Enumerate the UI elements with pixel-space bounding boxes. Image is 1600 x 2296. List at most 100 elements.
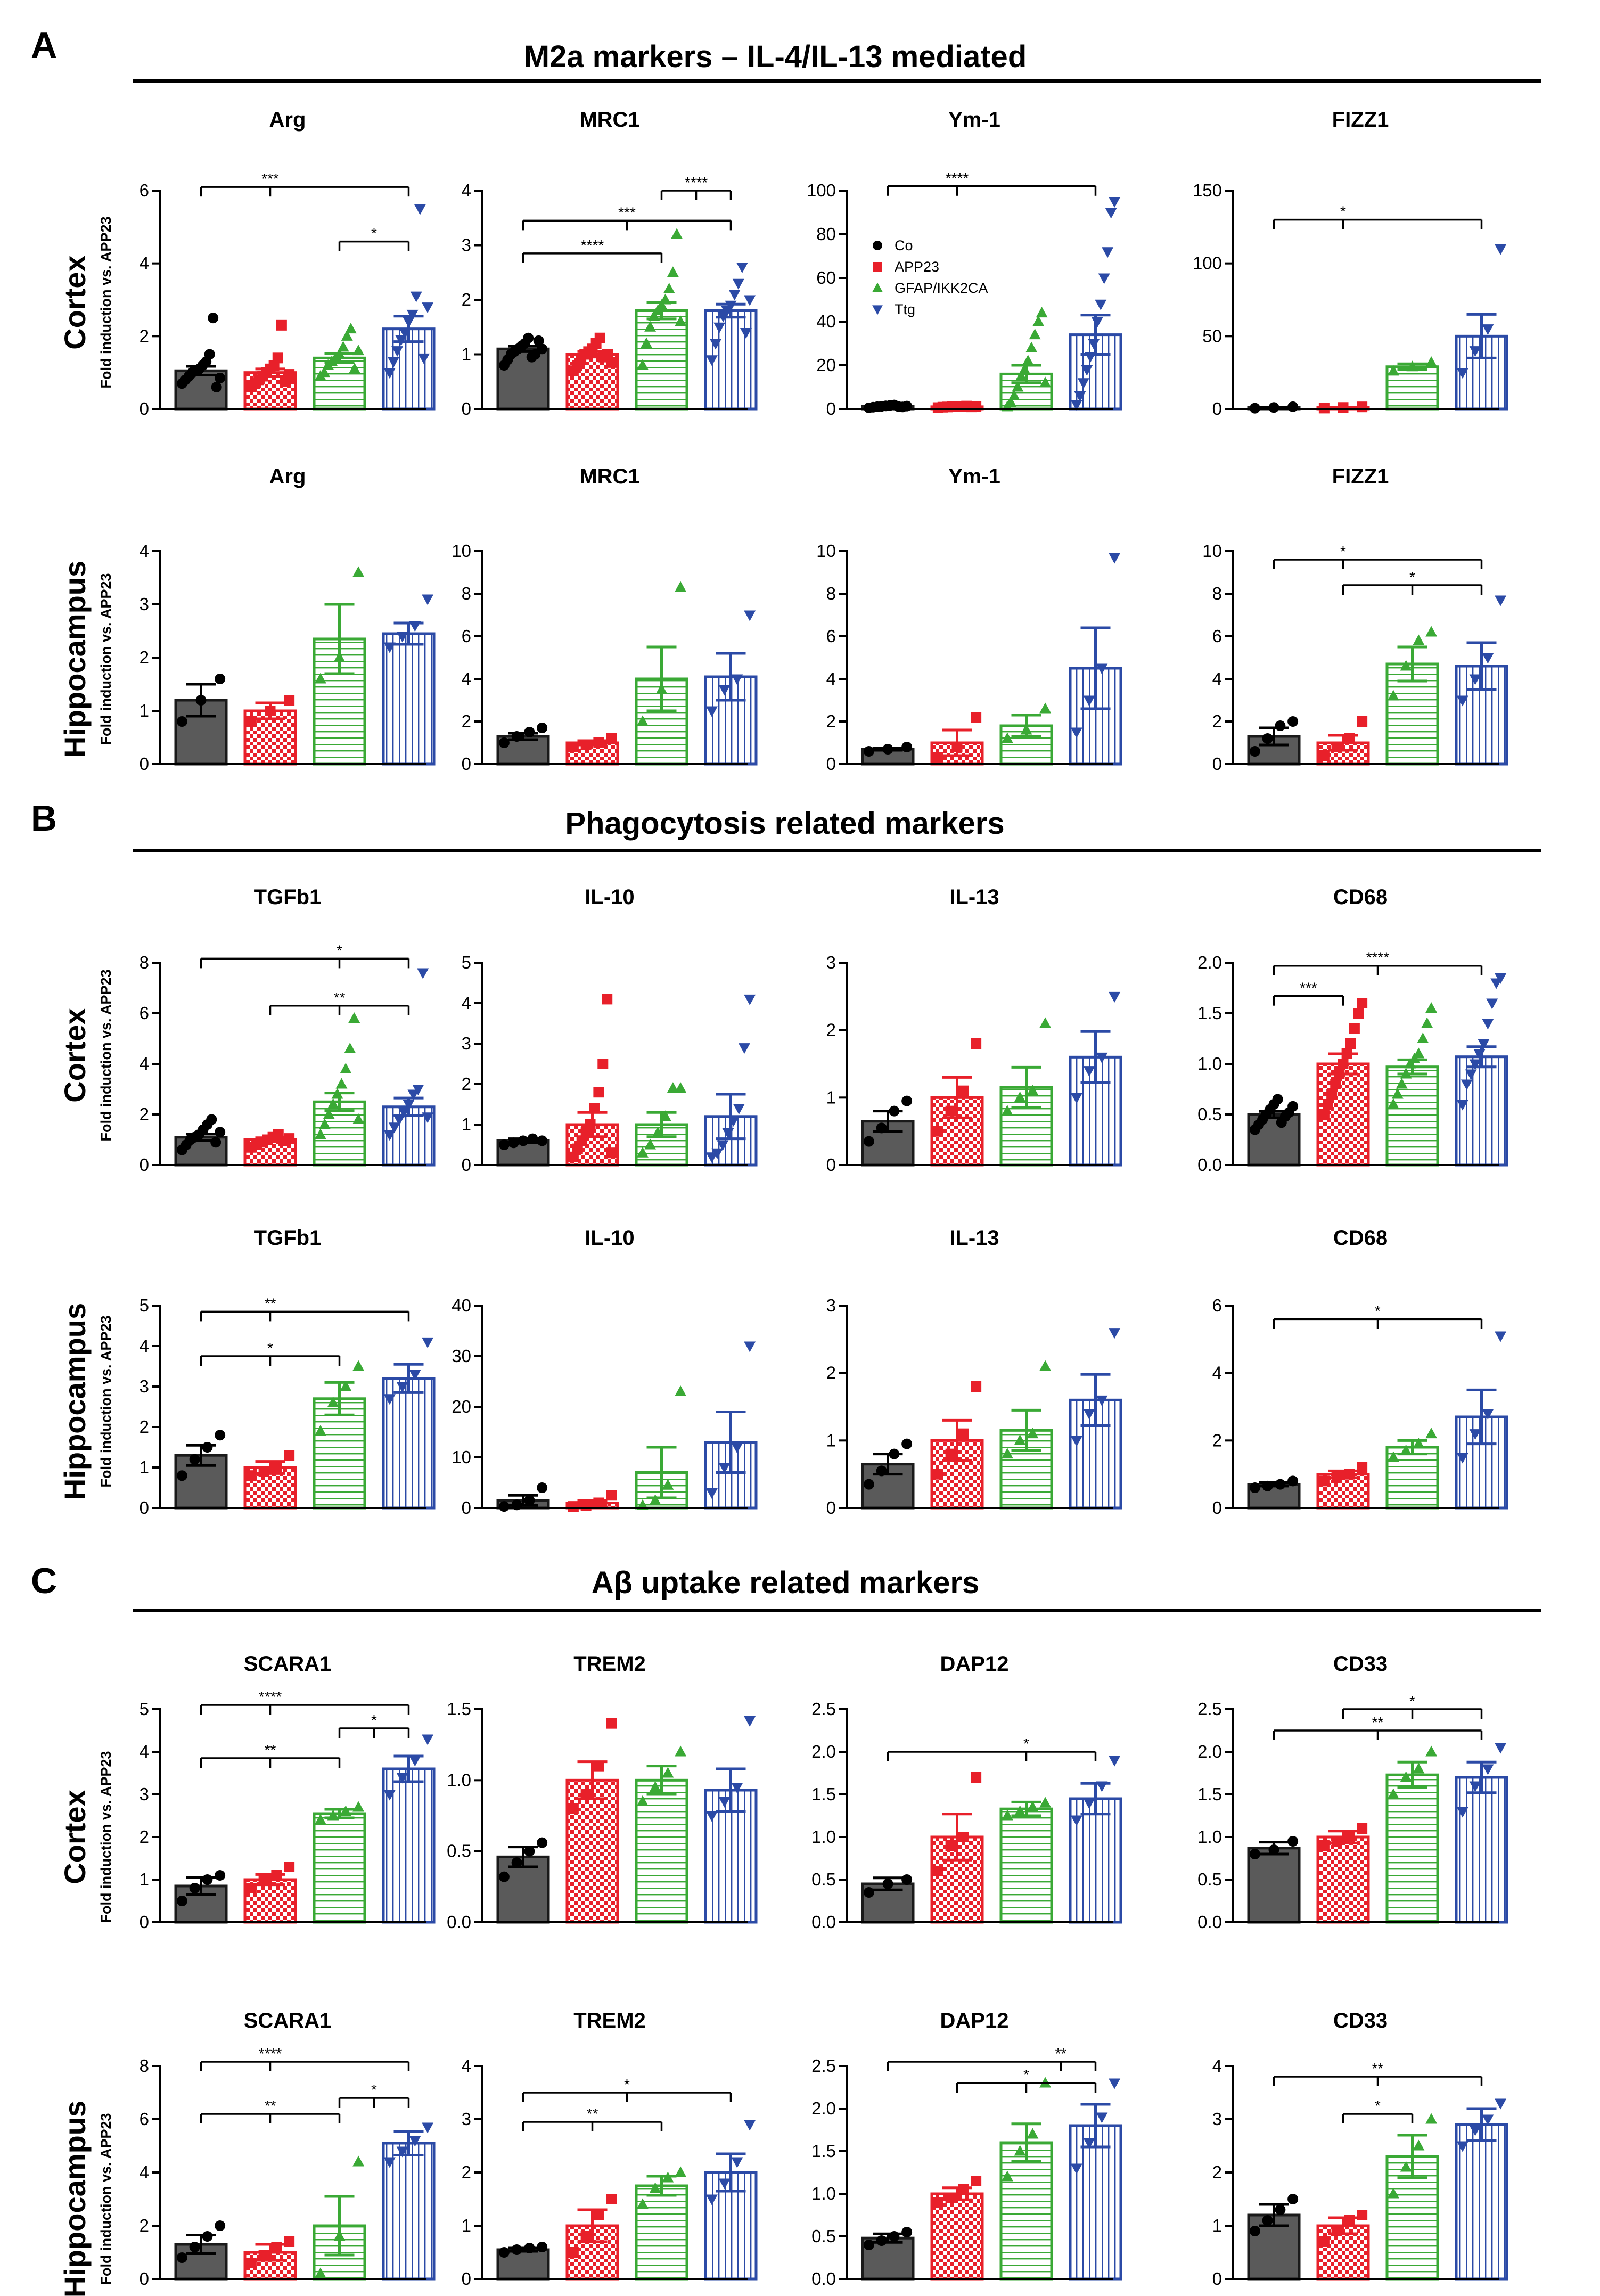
panel-21-bar-gfap-ikk2ca (635, 2184, 688, 2281)
panel-14-ytick-label-0: 0 (826, 1498, 836, 1518)
panel-11-point-0-6 (1272, 1094, 1283, 1105)
panel-13-ytick-label-0: 0 (462, 1498, 471, 1518)
panel-17-point-0-2 (524, 1846, 535, 1857)
panel-12-point-0-2 (202, 1442, 213, 1453)
panel-10-point-1-2 (958, 1085, 969, 1096)
panel-7-fizz1-hippocampus: FIZZ1 0 2 4 6 8 10 * * (1202, 465, 1508, 774)
panel-23-point-0-1 (1262, 2215, 1273, 2226)
panel-1-point-2-2 (644, 321, 657, 332)
panel-13-point-1-0 (568, 1501, 579, 1512)
panel-6-point-1-0 (932, 752, 943, 763)
panel-21-sig-label-0: * (624, 2076, 630, 2093)
panel-23-bar-ttg (1455, 2123, 1508, 2281)
panel-19-point-3-3 (1495, 1743, 1507, 1754)
panel-11-point-1-0 (1318, 1109, 1330, 1120)
panel-0-ytick-label-1: 2 (140, 326, 149, 346)
panel-4-ytick-label-4: 4 (140, 541, 149, 561)
panel-7-title: FIZZ1 (1332, 465, 1389, 488)
panel-5-point-0-3 (537, 723, 548, 733)
panel-10-point-1-0 (932, 1126, 943, 1137)
panel-14-point-0-0 (863, 1479, 874, 1490)
panel-1-point-2-9 (671, 228, 683, 239)
legend-symbol-3 (872, 305, 883, 315)
panel-0-point-3-8 (414, 204, 426, 215)
legend-label-1: APP23 (895, 259, 939, 275)
panel-21-point-3-2 (731, 2157, 743, 2168)
panel-20-point-3-0 (383, 2157, 396, 2168)
panel-7-sig-label-1: * (1409, 569, 1415, 585)
section-a-label: A (31, 25, 57, 65)
panel-3-point-3-3 (1495, 244, 1507, 255)
panel-21-title: TREM2 (573, 2009, 646, 2032)
panel-17-point-1-1 (580, 1789, 592, 1800)
panel-7-point-0-2 (1275, 720, 1286, 731)
panel-13-il-10-hippocampus: IL-10 0 10 20 30 40 (452, 1226, 758, 1518)
panel-2-point-2-10 (1036, 307, 1048, 318)
panel-11-point-3-5 (1478, 1039, 1490, 1050)
panel-2-point-3-8 (1098, 273, 1110, 284)
panel-17-trem2-cortex: TREM2 0.0 0.5 1.0 1.5 (447, 1652, 758, 1932)
panel-21-ytick-label-1: 1 (462, 2216, 471, 2235)
panel-19-ytick-label-0: 0.0 (1197, 1912, 1222, 1932)
panel-8-point-3-7 (417, 968, 429, 979)
panel-23-title: CD33 (1333, 2009, 1388, 2032)
panel-2-point-1-8 (971, 401, 982, 412)
panel-5-title: MRC1 (579, 465, 639, 488)
panel-22-sig-label-0: ** (1055, 2045, 1067, 2062)
panel-12-ytick-label-2: 2 (140, 1417, 149, 1437)
panel-2-point-3-7 (1095, 299, 1107, 310)
panel-1-point-3-9 (740, 328, 752, 339)
panel-16-point-2-3 (352, 1801, 365, 1812)
panel-15-ytick-label-0: 0 (1212, 1498, 1222, 1518)
panel-14-title: IL-13 (949, 1226, 999, 1250)
row-label-c-cortex: Cortex (58, 1790, 92, 1884)
panel-0-point-2-1 (318, 366, 330, 378)
panel-16-ytick-label-4: 4 (140, 1742, 149, 1761)
ylabel-b-cortex: Fold induction vs. APP23 (98, 969, 114, 1141)
panel-4-point-1-2 (284, 695, 295, 706)
panel-12-ytick-label-0: 0 (140, 1498, 149, 1518)
panel-9-point-3-0 (705, 1152, 718, 1163)
panel-22-point-0-0 (863, 2240, 874, 2250)
panel-16-ytick-label-0: 0 (140, 1912, 149, 1932)
panel-18-sig-label-0: * (1023, 1735, 1029, 1752)
panel-19-ytick-label-4: 2.0 (1197, 1742, 1222, 1761)
panel-9-point-1-3 (580, 1127, 592, 1138)
panel-19-ytick-label-5: 2.5 (1197, 1699, 1222, 1719)
panel-10-il-13-cortex: IL-13 0 1 2 3 (826, 885, 1122, 1175)
panel-13-point-3-2 (731, 1442, 743, 1454)
panel-8-point-2-7 (344, 1043, 356, 1053)
panel-2-ytick-label-4: 80 (816, 224, 836, 244)
panel-11-point-1-8 (1349, 1023, 1360, 1034)
panel-11-point-1-1 (1323, 1099, 1333, 1110)
panel-1-point-1-10 (606, 357, 617, 368)
panel-9-ytick-label-3: 3 (462, 1034, 471, 1053)
panel-10-point-1-3 (971, 1038, 982, 1049)
panel-18-title: DAP12 (940, 1652, 1009, 1676)
panel-10-point-1-1 (945, 1105, 956, 1117)
panel-20-sig-label-0: **** (259, 2045, 282, 2062)
panel-9-point-1-5 (589, 1103, 600, 1114)
panel-16-point-1-3 (284, 1862, 295, 1872)
panel-20-point-3-3 (422, 2122, 434, 2134)
panel-2-point-2-6 (1022, 355, 1034, 366)
panel-5-ytick-label-3: 6 (462, 626, 471, 646)
panel-20-sig-label-2: ** (265, 2097, 276, 2114)
panel-8-point-2-5 (335, 1078, 348, 1089)
panel-9-point-3-6 (738, 1043, 750, 1054)
panel-7-point-0-1 (1262, 733, 1273, 744)
panel-14-point-2-2 (1027, 1428, 1039, 1439)
panel-19-bar-gfap-ikk2ca (1385, 1773, 1439, 1924)
panel-14-point-2-0 (1001, 1448, 1013, 1459)
panel-16-ytick-label-3: 3 (140, 1784, 149, 1804)
panel-23-point-0-3 (1287, 2194, 1299, 2204)
panel-20-point-0-3 (215, 2220, 226, 2231)
panel-12-point-2-0 (314, 1425, 326, 1436)
panel-5-ytick-label-1: 2 (462, 711, 471, 731)
panel-9-point-2-0 (636, 1146, 649, 1158)
panel-1-point-3-6 (728, 290, 741, 301)
panel-4-bar-ttg (382, 632, 436, 766)
panel-10-point-2-1 (1014, 1091, 1026, 1102)
